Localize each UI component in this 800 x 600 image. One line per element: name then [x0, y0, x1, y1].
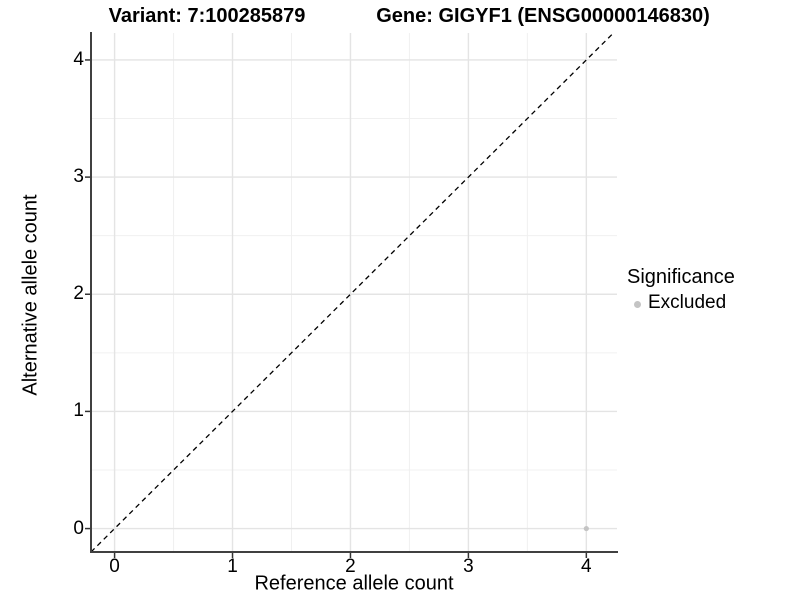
- legend-item-label: Excluded: [648, 292, 727, 313]
- excluded-point-icon: [634, 300, 641, 308]
- legend-title: Significance: [627, 266, 735, 288]
- x-axis-title: Reference allele count: [254, 572, 454, 595]
- y-axis-title: Alternative allele count: [19, 194, 42, 396]
- y-tick-label: 1: [73, 400, 84, 422]
- plot-panel: [85, 32, 618, 558]
- y-tick-label: 2: [73, 283, 84, 305]
- y-tick-label: 0: [73, 517, 84, 539]
- data-point: [583, 525, 589, 532]
- x-tick-label: 1: [227, 556, 238, 577]
- identity-line: [91, 33, 615, 552]
- x-tick-label: 2: [345, 556, 356, 577]
- y-tick-label: 3: [73, 166, 84, 188]
- y-tick-label: 4: [73, 48, 84, 70]
- x-tick-label: 0: [109, 556, 120, 577]
- x-tick-label: 4: [581, 556, 592, 577]
- gene-title: Gene: GIGYF1 (ENSG00000146830): [376, 5, 710, 27]
- variant-title: Variant: 7:100285879: [108, 5, 306, 27]
- legend-item-excluded: Excluded: [627, 292, 735, 314]
- plot-canvas: [85, 32, 618, 558]
- x-tick-label: 3: [463, 556, 474, 577]
- legend: Significance Excluded: [627, 266, 735, 314]
